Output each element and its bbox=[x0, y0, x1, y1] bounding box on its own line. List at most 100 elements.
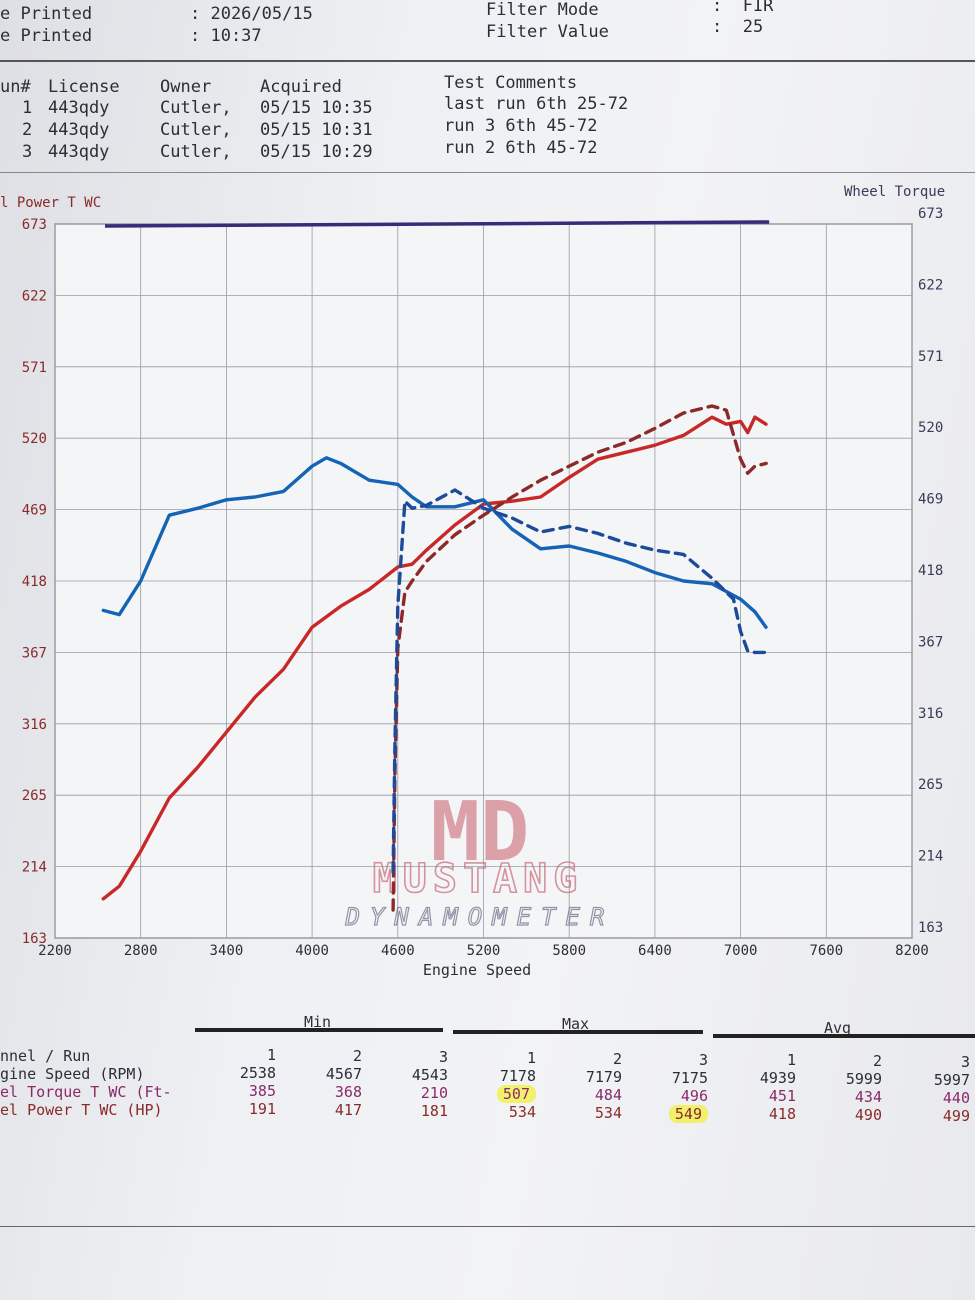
x-tick-label: 6400 bbox=[638, 943, 672, 959]
stat-cell-wheel-power: 418 bbox=[768, 1105, 796, 1123]
chart-ticks: 2200 2800 3400 4000 4600 5200 5800 6400 7000 7600… bbox=[22, 206, 944, 959]
date-printed-label: e Printed bbox=[0, 4, 93, 24]
table-row: 2 bbox=[22, 120, 33, 140]
right-axis-title: Wheel Torque bbox=[844, 184, 945, 200]
col-comments: Test Comments bbox=[444, 73, 578, 93]
table-row: 3 bbox=[22, 142, 33, 162]
y-tick-label-right: 673 bbox=[918, 206, 943, 222]
acquired-cell: 05/15 10:29 bbox=[260, 142, 373, 162]
filter-value-label: Filter Value bbox=[486, 22, 609, 42]
stat-cell-wheel-power: 490 bbox=[854, 1106, 882, 1124]
stat-cell-wheel-torque: 434 bbox=[854, 1088, 882, 1106]
x-tick-label: 5200 bbox=[467, 943, 501, 959]
stat-cell-engine-speed: 5997 bbox=[933, 1071, 970, 1089]
stat-cell-wheel-torque: 210 bbox=[420, 1084, 448, 1102]
col-owner: Owner bbox=[160, 77, 212, 97]
date-printed-value: : 2026/05/15 bbox=[190, 4, 313, 24]
torque-curve-solid bbox=[101, 456, 768, 629]
avg-heading: Avg bbox=[824, 1019, 852, 1037]
stat-cell-wheel-power: 499 bbox=[942, 1107, 970, 1125]
table-divider bbox=[0, 172, 975, 173]
header-divider bbox=[0, 60, 975, 62]
stat-cell-engine-speed: 4939 bbox=[759, 1069, 796, 1087]
license-cell: 443qdy bbox=[48, 98, 110, 118]
x-tick-label: 2200 bbox=[38, 943, 72, 959]
stat-cell-engine-speed: 4567 bbox=[325, 1065, 362, 1083]
row-label-wheel-torque: el Torque T WC (Ft- bbox=[0, 1083, 172, 1101]
y-tick-label-left: 367 bbox=[22, 645, 47, 661]
stat-cell-wheel-torque: 507 bbox=[476, 1085, 536, 1103]
filter-mode-value: : FIR bbox=[712, 0, 774, 16]
max-heading: Max bbox=[562, 1015, 590, 1033]
watermark-mustang: MUSTANG bbox=[373, 856, 584, 902]
x-tick-label: 4000 bbox=[295, 943, 329, 959]
stat-cell-wheel-power: 549 bbox=[648, 1105, 708, 1123]
power-curve-dashed bbox=[391, 404, 768, 912]
left-axis-title: l Power T WC bbox=[0, 195, 101, 211]
col-license: License bbox=[48, 77, 120, 97]
stat-cell-engine-speed: 7175 bbox=[671, 1069, 708, 1087]
torque-curve-dashed bbox=[391, 488, 768, 874]
acquired-cell: 05/15 10:35 bbox=[260, 98, 373, 118]
power-curve-solid bbox=[101, 415, 768, 901]
y-tick-label-right: 163 bbox=[918, 920, 943, 936]
y-tick-label-left: 520 bbox=[22, 431, 47, 447]
license-cell: 443qdy bbox=[48, 120, 110, 140]
min-heading: Min bbox=[304, 1013, 332, 1031]
footer-divider bbox=[0, 1226, 975, 1227]
x-tick-label: 7600 bbox=[809, 943, 843, 959]
x-axis-label: Engine Speed bbox=[423, 961, 531, 979]
stat-cell-runs: 1 bbox=[526, 1049, 536, 1067]
x-tick-label: 7000 bbox=[724, 943, 758, 959]
x-tick-label: 5800 bbox=[552, 943, 586, 959]
mustang-dynamometer-logo: MD MUSTANG DYNAMOMETER bbox=[344, 785, 605, 932]
time-printed-label: e Printed bbox=[0, 26, 93, 46]
row-label-wheel-power: el Power T WC (HP) bbox=[0, 1101, 163, 1119]
y-tick-label-left: 418 bbox=[22, 574, 47, 590]
stat-cell-engine-speed: 4543 bbox=[411, 1066, 448, 1084]
y-tick-label-right: 469 bbox=[918, 492, 943, 508]
y-tick-label-left: 316 bbox=[22, 717, 47, 733]
license-cell: 443qdy bbox=[48, 142, 110, 162]
table-row: 1 bbox=[22, 98, 33, 118]
stat-cell-engine-speed: 7178 bbox=[499, 1067, 536, 1085]
stat-cell-runs: 3 bbox=[698, 1051, 708, 1069]
y-tick-label-right: 214 bbox=[918, 849, 943, 865]
stat-cell-wheel-torque: 385 bbox=[248, 1082, 276, 1100]
y-tick-label-left: 214 bbox=[22, 860, 47, 876]
comment-cell: last run 6th 25-72 bbox=[444, 94, 629, 114]
stat-cell-wheel-power: 417 bbox=[334, 1101, 362, 1119]
col-run: un# bbox=[0, 77, 31, 97]
y-tick-label-left: 571 bbox=[22, 360, 47, 376]
top-limit-line bbox=[104, 220, 770, 228]
stat-cell-wheel-torque: 496 bbox=[680, 1087, 708, 1105]
stat-cell-engine-speed: 2538 bbox=[239, 1064, 276, 1082]
x-tick-label: 8200 bbox=[895, 943, 929, 959]
chart-grid bbox=[54, 223, 913, 939]
owner-cell: Cutler, bbox=[160, 142, 232, 162]
stat-cell-wheel-power: 534 bbox=[508, 1103, 536, 1121]
y-tick-label-left: 163 bbox=[22, 931, 47, 947]
stat-cell-wheel-torque: 440 bbox=[942, 1089, 970, 1107]
time-printed-value: : 10:37 bbox=[190, 26, 262, 46]
min-bar bbox=[195, 1028, 443, 1032]
y-tick-label-left: 469 bbox=[22, 503, 47, 519]
y-tick-label-right: 265 bbox=[918, 777, 943, 793]
row-label-run: nnel / Run bbox=[0, 1047, 91, 1065]
max-bar bbox=[453, 1030, 703, 1034]
x-tick-label: 3400 bbox=[210, 943, 244, 959]
y-tick-label-left: 673 bbox=[22, 217, 47, 233]
acquired-cell: 05/15 10:31 bbox=[260, 120, 373, 140]
col-acquired: Acquired bbox=[260, 77, 342, 97]
stat-cell-engine-speed: 7179 bbox=[585, 1068, 622, 1086]
y-tick-label-right: 418 bbox=[918, 563, 943, 579]
avg-bar bbox=[713, 1034, 975, 1038]
owner-cell: Cutler, bbox=[160, 98, 232, 118]
stat-cell-wheel-power: 534 bbox=[594, 1104, 622, 1122]
dyno-chart: l Power T WC Wheel Torque MD MUSTANG DYN… bbox=[0, 184, 945, 979]
stat-cell-wheel-power: 191 bbox=[248, 1100, 276, 1118]
x-tick-label: 2800 bbox=[124, 943, 158, 959]
stat-cell-runs: 3 bbox=[438, 1048, 448, 1066]
stat-cell-runs: 1 bbox=[266, 1046, 276, 1064]
